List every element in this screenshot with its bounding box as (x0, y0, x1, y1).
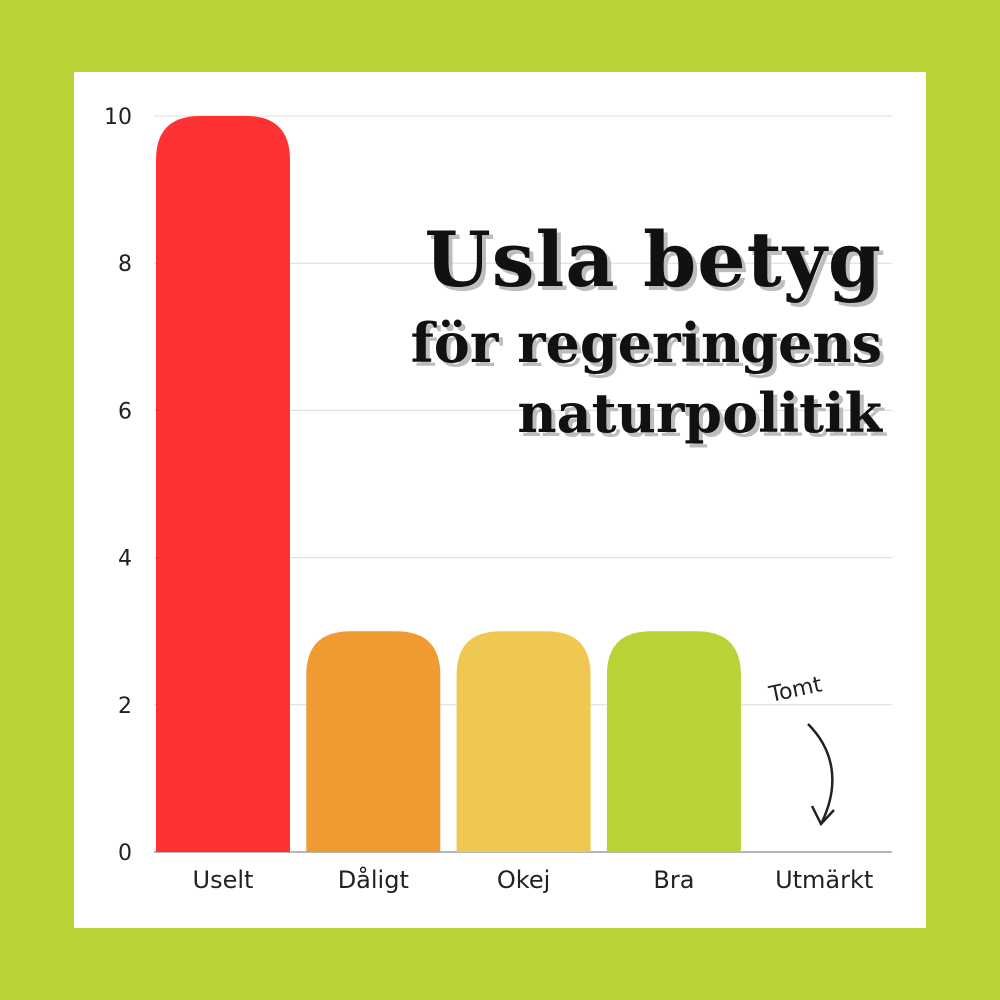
x-category-label: Uselt (193, 866, 254, 894)
annotation-arrow-icon (807, 723, 834, 823)
x-category-label: Bra (653, 866, 694, 894)
chart-card: 0 2 4 6 8 10 Uselt Dåligt Okej Bra Utmärkt Tomt U… (74, 72, 926, 928)
arrow-head-icon (810, 805, 835, 827)
bar-bra (606, 631, 741, 852)
chart-subtitle-line-2: naturpolitik (517, 381, 882, 445)
x-category-label: Utmärkt (775, 866, 873, 894)
y-tick-label: 0 (118, 841, 132, 866)
annotation-label: Tomt (766, 672, 825, 708)
bar-okej (456, 631, 591, 852)
x-category-label: Okej (497, 866, 550, 894)
y-axis-ticks: 0 2 4 6 8 10 (104, 105, 132, 866)
y-tick-label: 10 (104, 105, 132, 130)
chart-title-block: Usla betyg för regeringens naturpolitik (411, 212, 882, 448)
chart-subtitle-line-1: för regeringens (410, 311, 882, 375)
y-tick-label: 8 (118, 252, 132, 277)
x-category-label: Dåligt (338, 865, 409, 894)
annotation: Tomt (766, 672, 835, 827)
bars (156, 116, 741, 852)
bar-chart: 0 2 4 6 8 10 Uselt Dåligt Okej Bra Utmärkt Tomt (104, 105, 892, 894)
y-tick-label: 4 (118, 547, 132, 572)
x-axis-labels: Uselt Dåligt Okej Bra Utmärkt (193, 865, 874, 894)
chart-title: Usla betyg (424, 215, 882, 304)
y-tick-label: 2 (118, 694, 132, 719)
bar-uselt (156, 116, 290, 852)
y-tick-label: 6 (118, 399, 132, 424)
bar-dåligt (306, 631, 441, 852)
